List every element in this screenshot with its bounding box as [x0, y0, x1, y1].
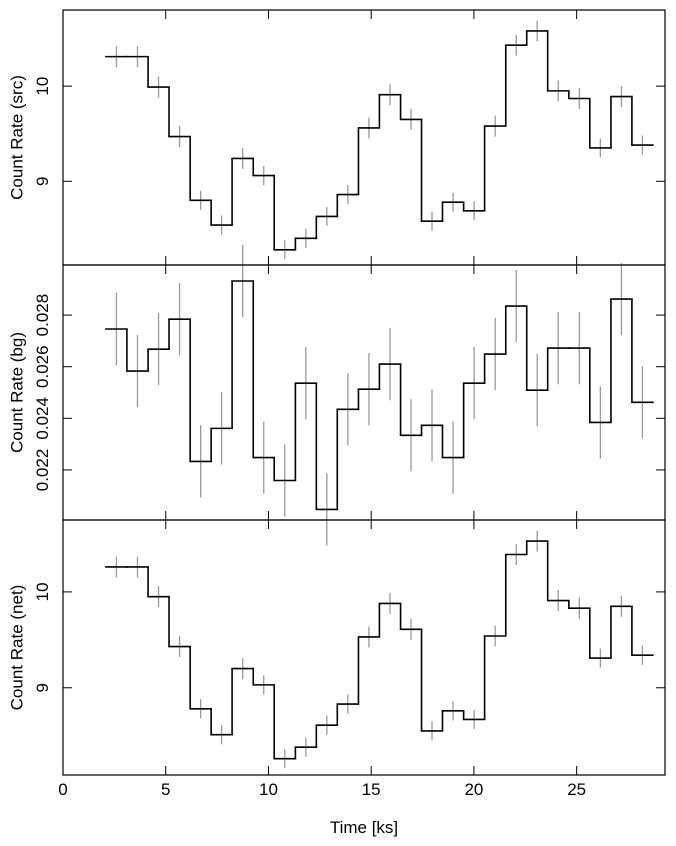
panel-frame: [62, 519, 666, 776]
x-axis-label: Time [ks]: [330, 818, 398, 837]
x-tick-label: 25: [567, 780, 586, 799]
y-tick-label: 0.024: [33, 397, 52, 440]
panel-frame: [62, 264, 666, 521]
y-tick-label: 0.028: [33, 294, 52, 337]
x-tick-label: 15: [362, 780, 381, 799]
x-tick-label: 10: [259, 780, 278, 799]
y-axis-label: Count Rate (src): [7, 75, 26, 200]
x-tick-label: 0: [58, 780, 67, 799]
y-tick-label: 9: [33, 177, 52, 186]
x-tick-label: 5: [161, 780, 170, 799]
y-tick-label: 0.026: [33, 345, 52, 388]
y-tick-label: 0.022: [33, 449, 52, 492]
y-tick-label: 10: [33, 77, 52, 96]
y-tick-label: 10: [33, 582, 52, 601]
y-axis-label: Count Rate (bg): [7, 332, 26, 453]
panel-frame: [62, 9, 666, 266]
y-axis-label: Count Rate (net): [7, 585, 26, 711]
y-tick-label: 9: [33, 683, 52, 692]
x-tick-label: 20: [464, 780, 483, 799]
